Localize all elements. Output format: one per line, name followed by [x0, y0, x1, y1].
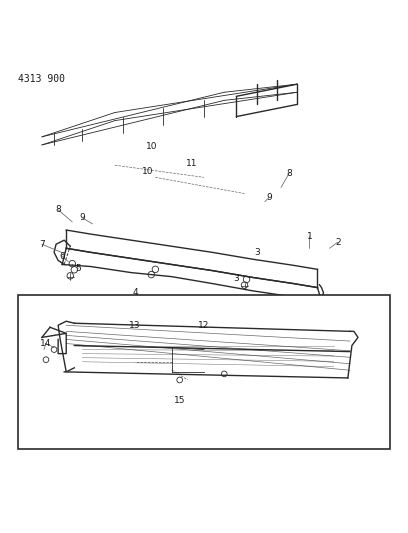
- Text: 7: 7: [39, 240, 45, 249]
- Text: 1: 1: [306, 232, 312, 240]
- Text: 8: 8: [286, 169, 292, 178]
- Text: 5: 5: [75, 264, 81, 273]
- Text: 9: 9: [266, 193, 272, 202]
- Text: 14: 14: [40, 339, 52, 348]
- Text: 4313 900: 4313 900: [18, 74, 64, 84]
- Text: 2: 2: [335, 238, 341, 247]
- Text: 6: 6: [59, 252, 65, 261]
- Text: 10: 10: [146, 142, 157, 151]
- Text: 3: 3: [254, 248, 259, 257]
- Text: 8: 8: [55, 205, 61, 214]
- Text: 3: 3: [233, 274, 239, 283]
- Text: 9: 9: [80, 213, 85, 222]
- Bar: [18, 295, 390, 449]
- Text: 4: 4: [132, 288, 138, 297]
- Text: 12: 12: [198, 321, 210, 330]
- Text: 13: 13: [129, 321, 141, 330]
- Text: 11: 11: [186, 159, 197, 168]
- Text: 15: 15: [174, 395, 186, 405]
- Text: 10: 10: [142, 167, 153, 176]
